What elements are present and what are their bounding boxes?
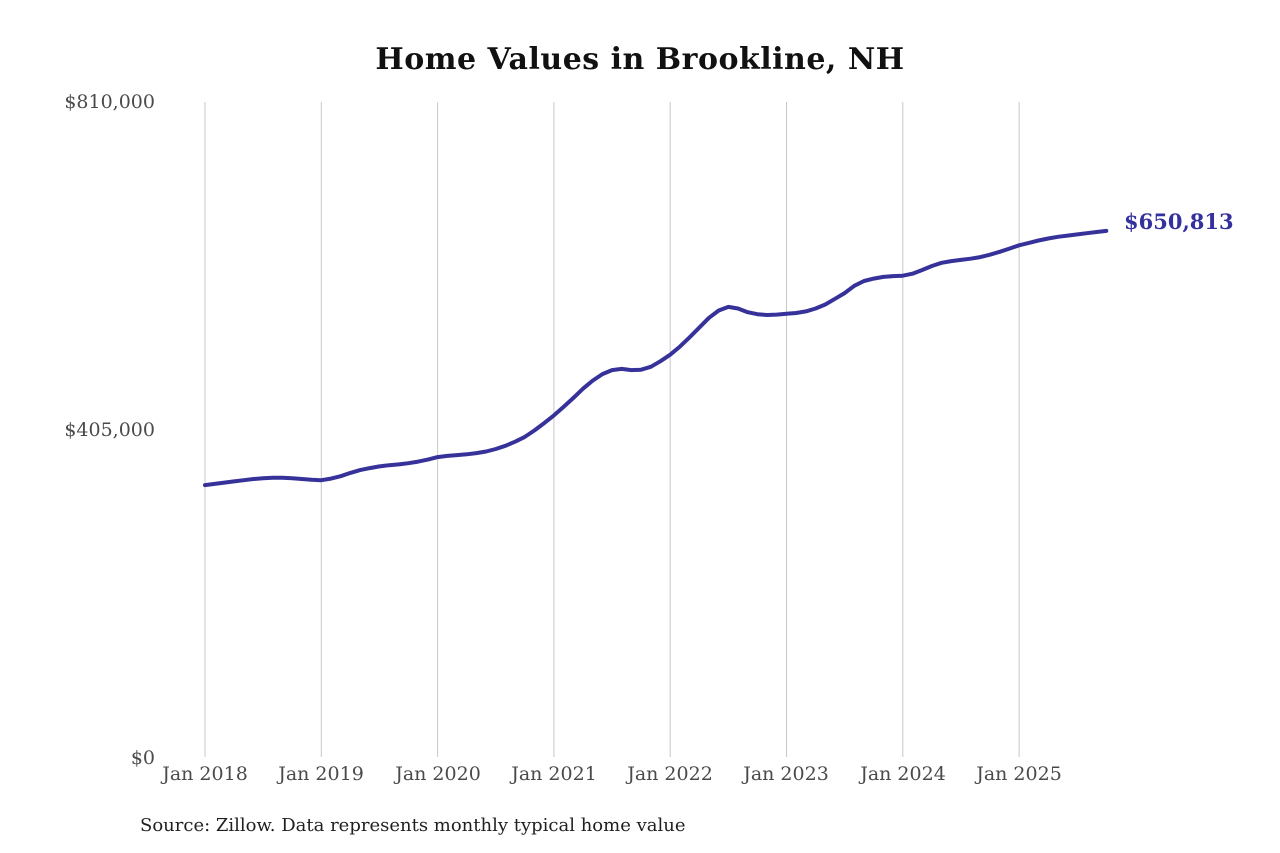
x-axis-tick-label-jan-2021: Jan 2021: [511, 763, 597, 785]
y-axis-tick-label-405000: $405,000: [64, 419, 155, 441]
series-line-home-value: [203, 228, 1109, 488]
y-axis-tick-label-0: $0: [130, 747, 155, 769]
y-axis-tick-label-810000: $810,000: [64, 91, 155, 113]
x-axis-tick-label-jan-2020: Jan 2020: [395, 763, 481, 785]
x-axis-tick-label-jan-2025: Jan 2025: [976, 763, 1062, 785]
source-note: Source: Zillow. Data represents monthly …: [140, 815, 686, 836]
x-axis-tick-label-jan-2022: Jan 2022: [627, 763, 713, 785]
x-axis-tick-label-jan-2019: Jan 2019: [278, 763, 364, 785]
x-axis-tick-label-jan-2018: Jan 2018: [162, 763, 248, 785]
chart-title: Home Values in Brookline, NH: [375, 42, 905, 77]
x-axis-tick-label-jan-2023: Jan 2023: [743, 763, 829, 785]
x-axis-tick-label-jan-2024: Jan 2024: [860, 763, 946, 785]
series-end-value-label: $650,813: [1124, 209, 1234, 234]
